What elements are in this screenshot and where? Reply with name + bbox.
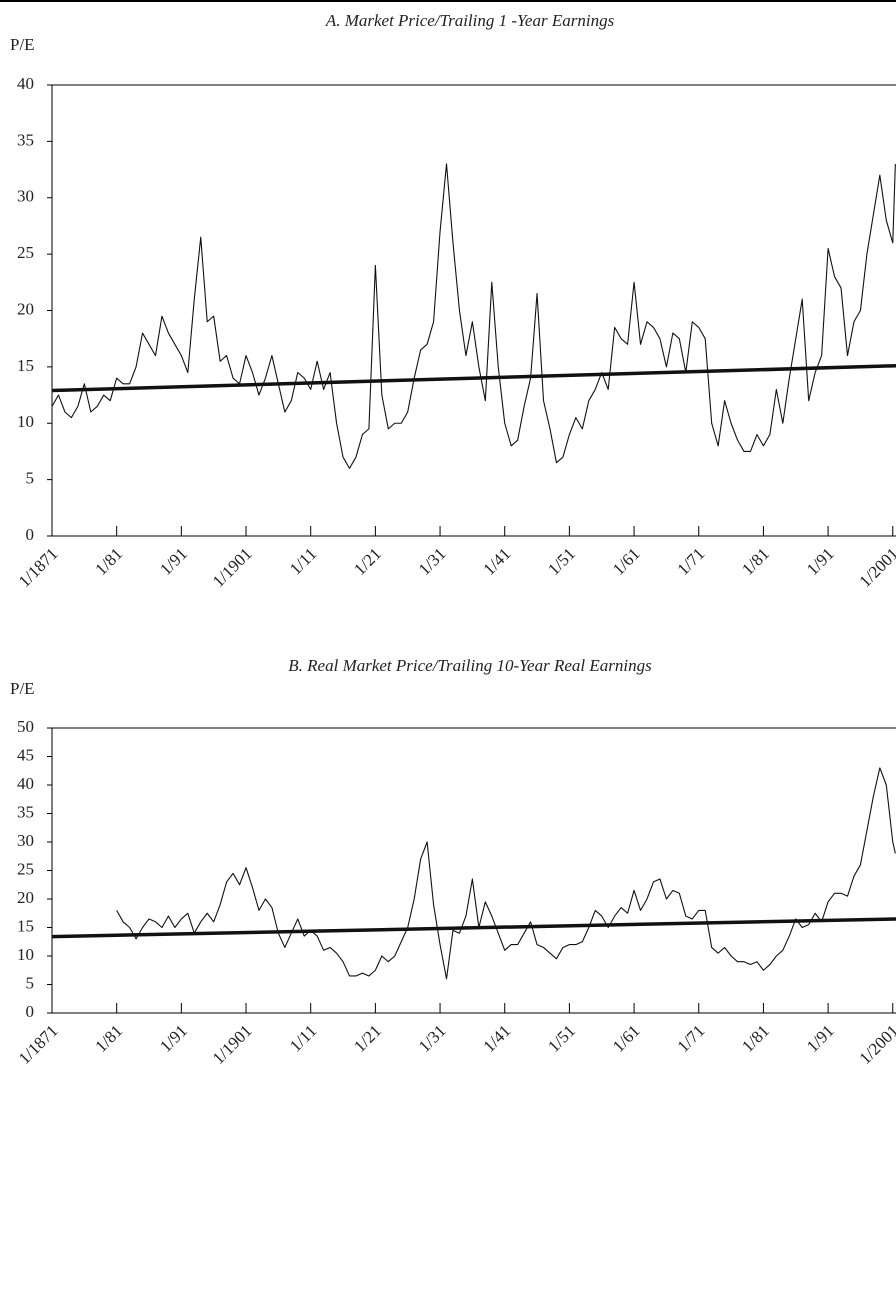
- y-tick-label: 25: [17, 859, 34, 878]
- x-tick-label: 1/1901: [209, 544, 256, 591]
- x-tick-label: 1/11: [286, 1021, 320, 1055]
- x-tick-label: 1/31: [415, 544, 450, 579]
- x-tick-label: 1/11: [286, 544, 320, 578]
- y-tick-label: 45: [17, 745, 34, 764]
- x-tick-label: 1/91: [803, 544, 838, 579]
- y-tick-label: 5: [26, 973, 35, 992]
- chart-title: B. Real Market Price/Trailing 10-Year Re…: [288, 656, 652, 675]
- x-tick-label: 1/41: [479, 1021, 514, 1056]
- y-tick-label: 50: [17, 717, 34, 736]
- x-tick-label: 1/81: [738, 544, 773, 579]
- x-tick-label: 1/91: [156, 1021, 191, 1056]
- y-tick-label: 0: [26, 1002, 35, 1021]
- pe-line: [116, 767, 896, 980]
- y-tick-label: 0: [26, 525, 35, 544]
- x-tick-label: 1/31: [415, 1021, 450, 1056]
- trend-line: [51, 364, 896, 393]
- y-tick-label: 30: [17, 831, 34, 850]
- chart-title: A. Market Price/Trailing 1 -Year Earning…: [325, 11, 615, 30]
- y-tick-label: 20: [17, 299, 34, 318]
- x-tick-label: 1/2001: [856, 544, 896, 591]
- x-tick-label: 1/81: [91, 1021, 126, 1056]
- x-tick-label: 1/1871: [15, 544, 62, 591]
- y-tick-label: 40: [17, 74, 34, 93]
- x-tick-label: 1/81: [738, 1021, 773, 1056]
- y-tick-label: 30: [17, 187, 34, 206]
- x-tick-label: 1/51: [544, 544, 579, 579]
- x-tick-label: 1/61: [609, 1021, 644, 1056]
- x-tick-label: 1/81: [91, 544, 126, 579]
- y-tick-label: 5: [26, 469, 35, 488]
- x-tick-label: 1/51: [544, 1021, 579, 1056]
- x-tick-label: 1/91: [803, 1021, 838, 1056]
- x-tick-label: 1/41: [479, 544, 514, 579]
- x-tick-label: 1/21: [350, 544, 385, 579]
- trend-line: [51, 917, 896, 939]
- y-tick-label: 20: [17, 888, 34, 907]
- x-tick-label: 1/21: [350, 1021, 385, 1056]
- pe-line: [51, 163, 896, 469]
- y-tick-label: 10: [17, 945, 34, 964]
- y-tick-label: 15: [17, 356, 34, 375]
- y-tick-label: 10: [17, 412, 34, 431]
- y-tick-label: 35: [17, 802, 34, 821]
- x-tick-label: 1/71: [674, 544, 709, 579]
- x-tick-label: 1/1901: [209, 1021, 256, 1068]
- y-axis-label: P/E: [10, 35, 35, 54]
- y-tick-label: 35: [17, 130, 34, 149]
- x-tick-label: 1/71: [674, 1021, 709, 1056]
- x-tick-label: 1/1871: [15, 1021, 62, 1068]
- y-tick-label: 15: [17, 916, 34, 935]
- y-tick-label: 40: [17, 774, 34, 793]
- x-tick-label: 1/91: [156, 544, 191, 579]
- x-tick-label: 1/2001: [856, 1021, 896, 1068]
- y-axis-label: P/E: [10, 679, 35, 698]
- x-tick-label: 1/61: [609, 544, 644, 579]
- y-tick-label: 25: [17, 243, 34, 262]
